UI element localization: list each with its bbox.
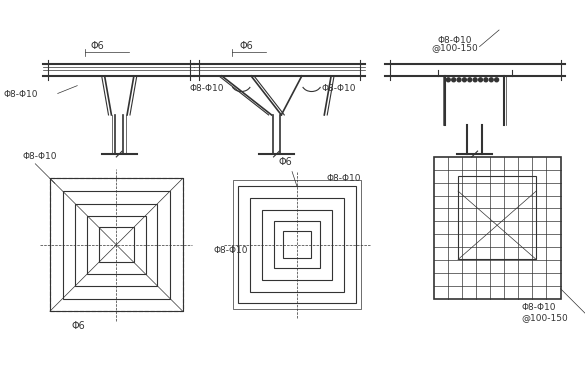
Bar (238, 186, 356, 303)
Text: Φ8-Φ10: Φ8-Φ10 (214, 246, 248, 255)
Bar (87, 215, 146, 274)
Text: Φ8-Φ10: Φ8-Φ10 (23, 152, 57, 161)
Text: Φ6: Φ6 (91, 41, 105, 50)
Text: Φ6: Φ6 (71, 321, 85, 331)
Bar (232, 180, 362, 309)
Circle shape (446, 78, 450, 82)
Bar (75, 204, 157, 286)
Bar (63, 191, 170, 298)
Circle shape (463, 78, 466, 82)
Bar (433, 157, 560, 298)
Text: Φ6: Φ6 (239, 41, 253, 50)
Circle shape (473, 78, 477, 82)
Text: @100-150: @100-150 (432, 43, 479, 52)
Bar (283, 231, 311, 258)
Text: Φ6: Φ6 (278, 157, 292, 167)
Bar (99, 227, 134, 262)
Bar (458, 176, 536, 260)
Text: Φ8-Φ10: Φ8-Φ10 (522, 303, 556, 312)
Text: Φ8-Φ10: Φ8-Φ10 (438, 36, 472, 45)
Bar (50, 178, 183, 311)
Circle shape (452, 78, 456, 82)
Text: Φ8-Φ10: Φ8-Φ10 (326, 174, 361, 183)
Circle shape (457, 78, 461, 82)
Bar (274, 221, 321, 268)
Circle shape (495, 78, 498, 82)
Circle shape (468, 78, 472, 82)
Text: Φ8-Φ10: Φ8-Φ10 (190, 84, 225, 93)
Bar (262, 210, 332, 280)
Text: Φ8-Φ10: Φ8-Φ10 (4, 90, 38, 99)
Circle shape (489, 78, 493, 82)
Bar (50, 178, 183, 311)
Text: @100-150: @100-150 (522, 313, 568, 322)
Circle shape (479, 78, 483, 82)
Text: Φ8-Φ10: Φ8-Φ10 (321, 84, 356, 93)
Circle shape (484, 78, 488, 82)
Bar (250, 198, 344, 292)
